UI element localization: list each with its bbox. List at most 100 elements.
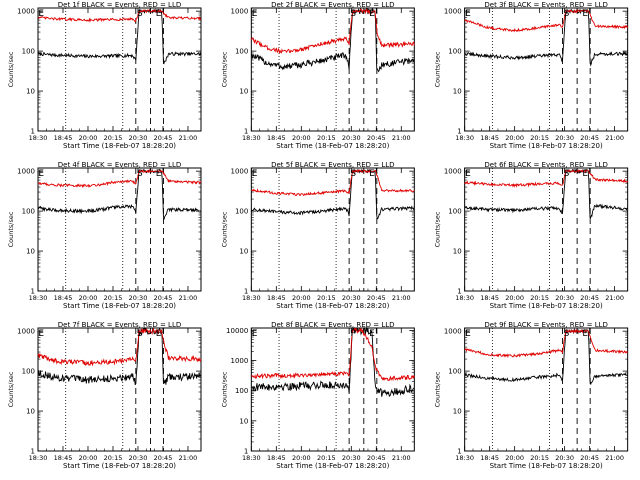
x-tick-label: 20:00 (505, 454, 524, 462)
event-marker-label: S (564, 169, 570, 179)
x-tick-label: 20:30 (555, 454, 574, 462)
series-line-events (37, 326, 201, 386)
x-axis-label: Start Time (18-Feb-07 18:28:20) (490, 302, 603, 310)
event-marker-label: S (350, 9, 356, 19)
y-tick-label: 10 (453, 248, 462, 256)
y-tick-label: 100 (448, 48, 461, 56)
y-axis-label: Counts/sec (220, 211, 228, 247)
series-line-events (251, 326, 415, 398)
x-tick-label: 21:00 (392, 294, 411, 302)
x-tick-label: 20:15 (317, 454, 336, 462)
chart-title: Det 2f BLACK = Events, RED = LLD (271, 1, 394, 9)
chart-panel-5: Det 5f BLACK = Events, RED = LLD 1 10 100 10… (220, 161, 415, 310)
x-tick-label: 21:00 (179, 134, 198, 142)
x-tick-label: 20:15 (530, 454, 549, 462)
series-line-events (250, 168, 415, 220)
event-marker-label: E (465, 9, 471, 19)
plot-frame (250, 167, 415, 292)
chart-panel-3: Det 3f BLACK = Events, RED = LLD 1 10 100 10… (434, 1, 629, 150)
x-tick-label: 18:30 (29, 294, 48, 302)
event-marker-label: E (252, 169, 258, 179)
y-tick-label: 1000 (231, 8, 249, 16)
x-tick-label: 18:30 (455, 454, 474, 462)
y-tick-label: 1 (244, 128, 248, 136)
x-axis-label: Start Time (18-Feb-07 18:28:20) (276, 142, 389, 150)
chart-title: Det 5f BLACK = Events, RED = LLD (271, 161, 394, 169)
plot-frame (37, 167, 202, 292)
x-axis-label: Start Time (18-Feb-07 18:28:20) (490, 142, 603, 150)
y-tick-label: 10 (239, 417, 248, 425)
series-line-events (464, 8, 629, 67)
event-marker-label: S (137, 329, 143, 339)
series-line-lld (37, 8, 202, 23)
series-line-lld (250, 327, 415, 382)
x-tick-label: 18:45 (480, 134, 499, 142)
y-axis-label: Counts/sec (434, 371, 442, 407)
y-tick-label: 10 (453, 88, 462, 96)
x-tick-label: 20:30 (342, 134, 361, 142)
x-tick-label: 20:45 (580, 454, 599, 462)
x-tick-label: 20:00 (292, 454, 311, 462)
x-tick-label: 21:00 (605, 454, 624, 462)
chart-panel-6: Det 6f BLACK = Events, RED = LLD 1 10 100 10… (434, 161, 629, 310)
x-tick-label: 21:00 (179, 454, 198, 462)
y-tick-label: 1000 (444, 8, 462, 16)
x-axis-label: Start Time (18-Feb-07 18:28:20) (63, 142, 176, 150)
y-tick-label: 1 (244, 288, 248, 296)
chart-panel-4: Det 4f BLACK = Events, RED = LLD 1 10 100 10… (7, 161, 202, 310)
x-tick-label: 20:15 (530, 294, 549, 302)
event-marker-label: P (350, 329, 356, 339)
x-tick-label: 20:45 (154, 134, 173, 142)
y-tick-label: 1000 (444, 328, 462, 336)
x-tick-label: 20:30 (342, 454, 361, 462)
chart-panel-9: Det 9f BLACK = Events, RED = LLD 1 10 100 10… (434, 321, 629, 470)
series-line-lld (464, 9, 629, 33)
x-tick-label: 20:15 (317, 294, 336, 302)
series-line-events (464, 167, 628, 219)
series-line-lld (464, 169, 629, 188)
chart-panel-1: Det 1f BLACK = Events, RED = LLD 1 10 100 10… (7, 1, 202, 150)
y-tick-label: 10 (239, 248, 248, 256)
x-tick-label: 20:45 (580, 294, 599, 302)
plot-frame (464, 167, 629, 292)
y-tick-label: 1 (31, 128, 35, 136)
x-tick-label: 18:45 (267, 134, 286, 142)
y-axis-label: Counts/sec (7, 211, 15, 247)
x-tick-label: 20:15 (530, 134, 549, 142)
series-line-events (37, 168, 202, 220)
y-tick-label: 10 (239, 88, 248, 96)
y-tick-label: 1 (457, 288, 461, 296)
y-tick-label: 100 (448, 208, 461, 216)
event-marker-label: E (156, 169, 162, 179)
y-tick-label: 1000 (444, 168, 462, 176)
x-tick-label: 21:00 (605, 134, 624, 142)
x-tick-label: 18:30 (29, 454, 48, 462)
event-marker-label: E (252, 329, 258, 339)
y-tick-label: 10 (26, 408, 35, 416)
x-tick-label: 18:45 (54, 294, 73, 302)
event-marker-label: E (156, 329, 162, 339)
series-line-events (250, 7, 415, 73)
series-line-events (464, 328, 628, 385)
x-tick-label: 21:00 (392, 134, 411, 142)
y-tick-label: 10 (26, 88, 35, 96)
event-marker-label: E (369, 9, 375, 19)
x-tick-label: 20:45 (154, 294, 173, 302)
event-marker-label: E (465, 169, 471, 179)
x-tick-label: 20:00 (292, 134, 311, 142)
y-axis-label: Counts/sec (220, 51, 228, 87)
event-marker-label: E (465, 329, 471, 339)
x-axis-label: Start Time (18-Feb-07 18:28:20) (276, 462, 389, 470)
x-tick-label: 20:15 (317, 134, 336, 142)
event-marker-label: S (564, 9, 570, 19)
x-tick-label: 18:30 (455, 134, 474, 142)
chart-panel-8: Det 8f BLACK = Events, RED = LLD 1 10 100 10… (220, 321, 415, 470)
series-line-lld (37, 168, 202, 188)
y-tick-label: 1 (31, 448, 35, 456)
event-marker-label: E (582, 9, 588, 19)
event-marker-label: E (252, 9, 258, 19)
y-tick-label: 1000 (17, 168, 35, 176)
event-marker-label: S (564, 329, 570, 339)
chart-panel-7: Det 7f BLACK = Events, RED = LLD 1 10 100 10… (7, 321, 202, 470)
y-tick-label: 100 (22, 368, 35, 376)
